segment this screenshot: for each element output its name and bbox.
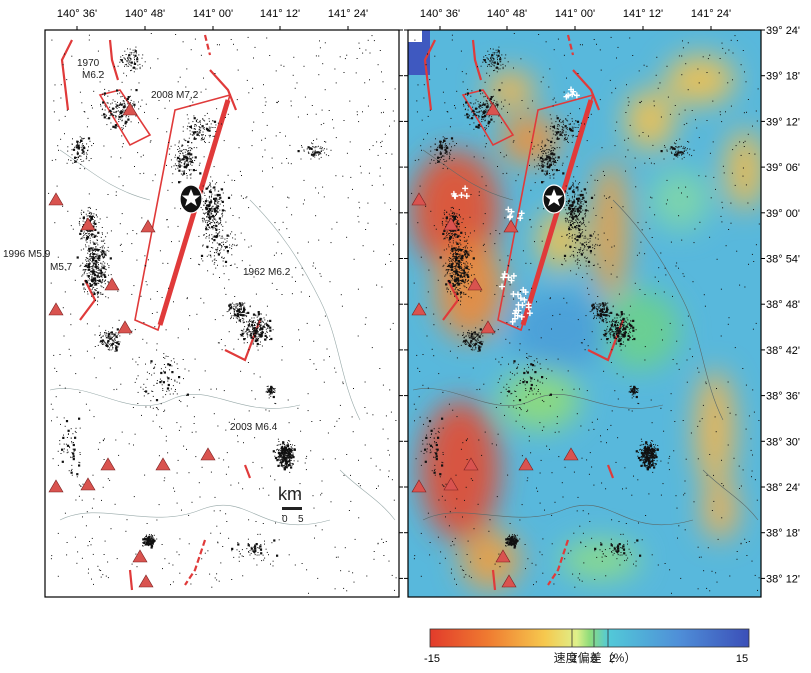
lon-label-left: 141° 24' bbox=[328, 8, 368, 20]
lat-label: 38° 18' bbox=[766, 528, 800, 540]
annot-2008: 2008 M7.2 bbox=[151, 90, 199, 101]
lat-label: 39° 06' bbox=[766, 162, 800, 174]
epicenter-2008-icon bbox=[180, 185, 202, 213]
scale-unit: km bbox=[278, 484, 302, 504]
lat-label: 38° 24' bbox=[766, 482, 800, 494]
lat-label: 38° 42' bbox=[766, 345, 800, 357]
annot-2003: 2003 M6.4 bbox=[230, 422, 278, 433]
lon-label-right: 141° 24' bbox=[691, 8, 731, 20]
annot-1996: 1996 M5.9 bbox=[3, 249, 51, 260]
lat-label: 39° 00' bbox=[766, 208, 800, 220]
lon-label-right: 140° 48' bbox=[487, 8, 527, 20]
lon-label-right: 141° 12' bbox=[623, 8, 663, 20]
longitude-labels-left: 140° 36' 140° 48' 141° 00' 141° 12' 141° 24' bbox=[57, 8, 368, 20]
lat-label: 39° 24' bbox=[766, 25, 800, 37]
lon-label-left: 141° 00' bbox=[193, 8, 233, 20]
left-map-panel: 1970 M6.2 2008 M7.2 1996 M5.9 M5.7 1962 … bbox=[3, 30, 399, 597]
colorbar-title: 速度偏差（%） bbox=[540, 650, 650, 666]
lat-label: 38° 36' bbox=[766, 391, 800, 403]
lat-label: 38° 54' bbox=[766, 254, 800, 266]
right-map-panel bbox=[408, 30, 765, 597]
lat-label: 38° 30' bbox=[766, 436, 800, 448]
colorbar-tick-min: -15 bbox=[424, 653, 440, 665]
lat-label: 38° 12' bbox=[766, 573, 800, 585]
lon-label-left: 140° 48' bbox=[125, 8, 165, 20]
lat-label: 39° 18' bbox=[766, 71, 800, 83]
epicenter-2008-icon-right bbox=[543, 185, 565, 213]
lon-label-right: 141° 00' bbox=[555, 8, 595, 20]
scale-tick-0: 0 bbox=[282, 514, 288, 525]
annot-1970-year: 1970 bbox=[77, 58, 100, 69]
annot-1970-mag: M6.2 bbox=[82, 70, 105, 81]
lat-label: 39° 12' bbox=[766, 116, 800, 128]
latitude-labels: 39° 24' 39° 18' 39° 12' 39° 06' 39° 00' 38° 5… bbox=[766, 25, 800, 585]
scale-tick-5: 5 bbox=[298, 514, 304, 525]
lon-label-left: 140° 36' bbox=[57, 8, 97, 20]
annot-1962: 1962 M6.2 bbox=[243, 267, 291, 278]
colorbar-tick-max: 15 bbox=[736, 653, 748, 665]
longitude-labels-right: 140° 36' 140° 48' 141° 00' 141° 12' 141° 24' bbox=[420, 8, 731, 20]
lat-label: 38° 48' bbox=[766, 299, 800, 311]
lon-label-left: 141° 12' bbox=[260, 8, 300, 20]
lon-label-right: 140° 36' bbox=[420, 8, 460, 20]
annot-1996-second: M5.7 bbox=[50, 262, 73, 273]
